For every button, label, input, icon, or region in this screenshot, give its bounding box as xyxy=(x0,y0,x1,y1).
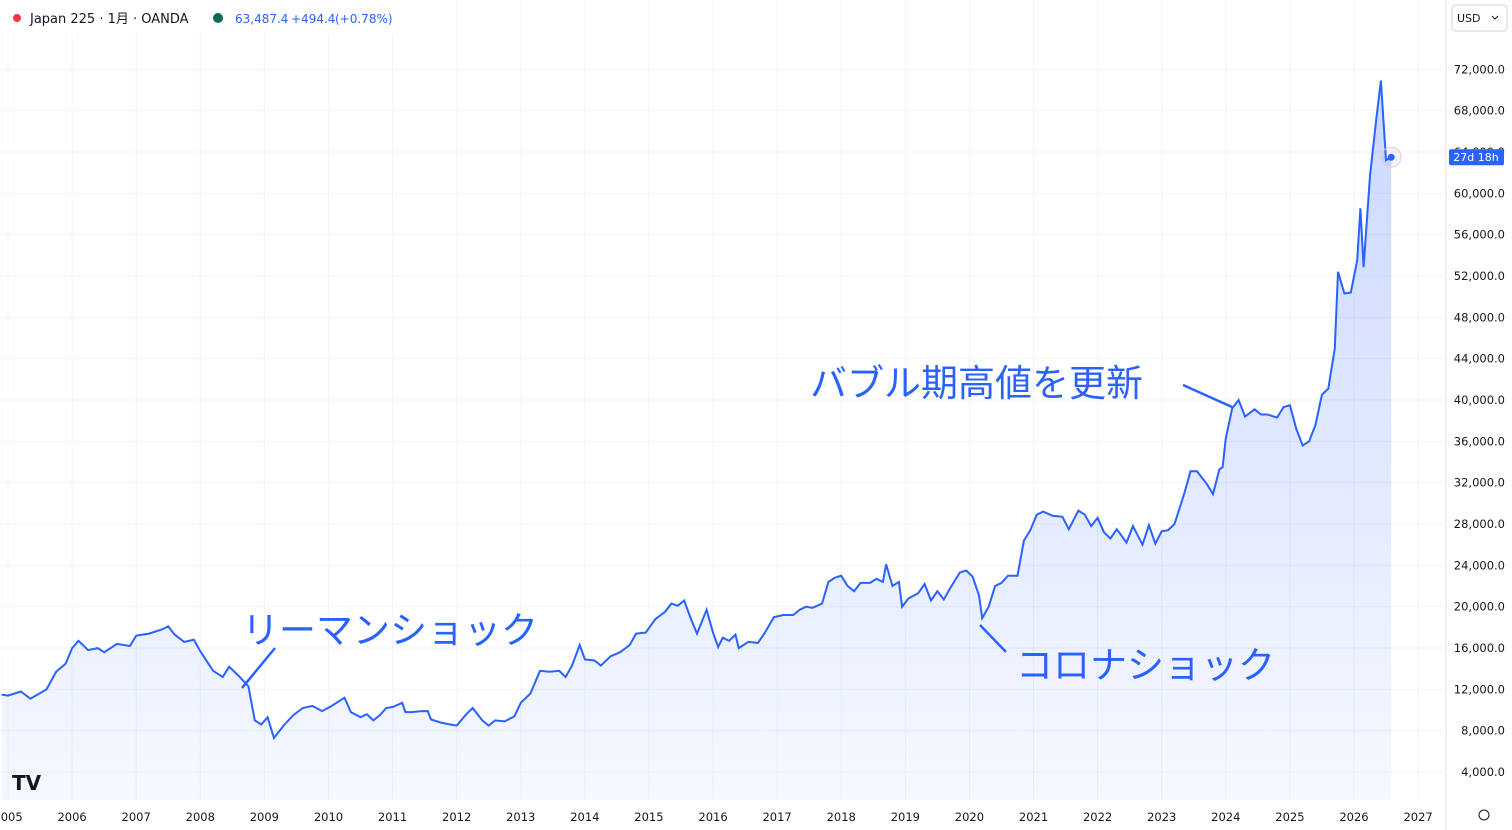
x-tick-label: 2009 xyxy=(250,810,279,824)
x-tick-label: 2020 xyxy=(955,810,984,824)
last-point xyxy=(1387,153,1395,161)
x-tick-label: 2022 xyxy=(1083,810,1112,824)
x-tick-label: 2014 xyxy=(570,810,599,824)
logo: TV xyxy=(12,771,42,795)
x-tick-label: 2021 xyxy=(1019,810,1048,824)
x-tick-label: 2018 xyxy=(827,810,856,824)
annotation: バブル期高値を更新 xyxy=(810,362,1143,405)
y-tick-label: 32,000.0 xyxy=(1454,476,1505,490)
y-tick-label: 60,000.0 xyxy=(1454,186,1505,200)
x-tick-label: 2023 xyxy=(1147,810,1176,824)
x-tick-label: 2010 xyxy=(314,810,343,824)
axes: 4,000.0 8,000.0 12,000.0 16,000.0 20,000.0 24… xyxy=(0,62,1505,824)
y-tick-label: 44,000.0 xyxy=(1454,352,1505,366)
leader-line xyxy=(979,624,1007,653)
y-tick-label: 16,000.0 xyxy=(1454,641,1505,655)
currency[interactable]: USD xyxy=(1457,12,1481,25)
change-pct: (+0.78%) xyxy=(335,12,393,26)
dropdown-icon xyxy=(1491,15,1499,20)
settings-icon[interactable] xyxy=(1478,809,1490,821)
leader-line xyxy=(1182,383,1233,409)
x-tick-label: 2015 xyxy=(634,810,663,824)
status-dot xyxy=(13,14,21,22)
header-bg xyxy=(0,0,420,34)
y-tick-label: 68,000.0 xyxy=(1454,104,1505,118)
currency-button[interactable] xyxy=(1451,4,1508,32)
y-tick-label: 12,000.0 xyxy=(1454,682,1505,696)
x-tick-label: 2006 xyxy=(57,810,86,824)
y-tick-label: 36,000.0 xyxy=(1454,434,1505,448)
x-tick-label: 2024 xyxy=(1211,810,1240,824)
y-tick-label: 52,000.0 xyxy=(1454,269,1505,283)
x-tick-label: 2026 xyxy=(1339,810,1368,824)
area-fill xyxy=(1,80,1392,801)
x-tick-label: 2007 xyxy=(122,810,151,824)
y-tick-label: 28,000.0 xyxy=(1454,517,1505,531)
x-tick-label: 2008 xyxy=(186,810,215,824)
y-tick-label: 56,000.0 xyxy=(1454,228,1505,242)
price-tag xyxy=(1449,149,1504,166)
y-tick-label: 24,000.0 xyxy=(1454,558,1505,572)
x-tick-label: 2025 xyxy=(1275,810,1304,824)
annotation: リーマンショック xyxy=(242,609,538,652)
leader-line xyxy=(241,647,276,689)
price-line xyxy=(1,80,1392,741)
y-tick-label: 20,000.0 xyxy=(1454,600,1505,614)
y-tick-label: 40,000.0 xyxy=(1454,393,1505,407)
x-tick-label: 2011 xyxy=(378,810,407,824)
x-tick-label: 2017 xyxy=(762,810,791,824)
countdown: 27d 18h xyxy=(1453,151,1498,164)
last-price: 63,487.4 xyxy=(235,12,288,26)
x-tick-label: 2005 xyxy=(0,810,23,824)
y-tick-label: 8,000.0 xyxy=(1461,724,1505,738)
change: +494.4 xyxy=(291,12,335,26)
x-tick-label: 2013 xyxy=(506,810,535,824)
y-tick-label: 48,000.0 xyxy=(1454,310,1505,324)
market-dot xyxy=(213,13,223,23)
symbol[interactable]: Japan 225 · 1月 · OANDA xyxy=(29,12,189,27)
plot xyxy=(1,80,1402,801)
x-tick-label: 2012 xyxy=(442,810,471,824)
x-tick-label: 2019 xyxy=(891,810,920,824)
x-tick-label: 2016 xyxy=(698,810,727,824)
annotation: コロナショック xyxy=(1016,644,1275,687)
x-tick-label: 2027 xyxy=(1403,810,1432,824)
y-tick-label: 4,000.0 xyxy=(1461,765,1505,779)
y-tick-label: 72,000.0 xyxy=(1454,62,1505,76)
